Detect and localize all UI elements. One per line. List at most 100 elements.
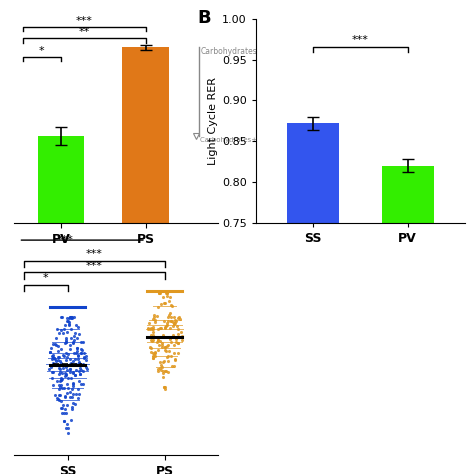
Point [61, 325, 68, 333]
Point [72, 372, 79, 379]
Text: Carbohydrates: Carbohydrates [200, 47, 257, 56]
Point [154, 365, 162, 373]
Point [163, 292, 171, 300]
Point [58, 404, 65, 412]
Point [52, 335, 60, 342]
Point [67, 341, 74, 349]
Point [73, 346, 81, 354]
Point [47, 363, 55, 371]
Point [66, 393, 73, 401]
Point [75, 352, 82, 360]
Point [158, 339, 166, 346]
Point [66, 313, 74, 321]
Point [68, 314, 75, 322]
Point [48, 355, 55, 363]
Point [167, 309, 174, 317]
Point [77, 364, 84, 372]
Point [49, 351, 56, 359]
Point [157, 301, 164, 308]
Point [151, 348, 158, 356]
Point [154, 346, 162, 354]
Point [68, 385, 76, 393]
Point [159, 293, 167, 301]
Point [78, 349, 85, 356]
Point [52, 391, 59, 399]
Text: ***: *** [57, 235, 73, 245]
Point [164, 353, 172, 360]
Point [169, 319, 177, 326]
Point [60, 329, 67, 337]
Point [57, 359, 64, 367]
Bar [287, 123, 339, 474]
Point [154, 336, 161, 344]
Point [68, 314, 75, 321]
Text: Carbohydrates+ Fats: Carbohydrates+ Fats [200, 137, 273, 143]
Point [173, 323, 181, 330]
Point [82, 353, 90, 360]
Point [58, 409, 65, 417]
Point [73, 344, 81, 351]
Point [175, 313, 183, 320]
Point [70, 332, 78, 340]
Point [171, 349, 178, 357]
Point [75, 377, 83, 385]
Point [74, 385, 82, 393]
Point [164, 357, 171, 365]
Point [69, 370, 76, 377]
Point [68, 405, 76, 413]
Point [165, 297, 173, 304]
Point [174, 325, 182, 332]
Point [76, 371, 84, 378]
Point [144, 325, 152, 333]
Point [61, 417, 68, 425]
Point [64, 420, 71, 428]
Point [151, 333, 159, 340]
Point [62, 334, 70, 341]
Point [149, 331, 157, 339]
Point [155, 289, 163, 297]
Point [76, 361, 83, 368]
Point [67, 334, 75, 342]
Point [150, 349, 157, 357]
Point [57, 404, 65, 412]
Point [177, 328, 185, 336]
Point [151, 353, 159, 360]
Point [145, 319, 153, 327]
Text: ***: *** [86, 261, 103, 271]
Point [162, 383, 169, 391]
Point [79, 362, 87, 369]
Point [49, 381, 57, 389]
Point [77, 338, 85, 346]
Point [158, 324, 165, 331]
Point [160, 383, 168, 391]
Point [62, 372, 69, 380]
Point [69, 391, 77, 398]
Point [159, 363, 166, 371]
Point [152, 316, 159, 324]
Point [57, 326, 64, 334]
Point [160, 369, 167, 377]
Point [48, 374, 55, 382]
Point [164, 289, 171, 297]
Point [69, 357, 77, 365]
Point [63, 356, 70, 364]
Point [165, 347, 173, 355]
Point [169, 331, 176, 338]
Text: ***: *** [86, 249, 103, 259]
Point [62, 393, 69, 401]
Point [57, 376, 64, 383]
Point [57, 313, 64, 321]
Point [161, 324, 169, 332]
Point [53, 377, 61, 385]
Point [171, 356, 179, 364]
Point [56, 392, 64, 399]
Point [80, 349, 88, 357]
Point [56, 365, 64, 373]
Point [164, 368, 172, 376]
Point [69, 339, 76, 347]
Point [49, 361, 57, 369]
Point [155, 341, 163, 349]
Text: ***: *** [76, 16, 93, 26]
Point [65, 314, 73, 322]
Point [156, 337, 164, 345]
